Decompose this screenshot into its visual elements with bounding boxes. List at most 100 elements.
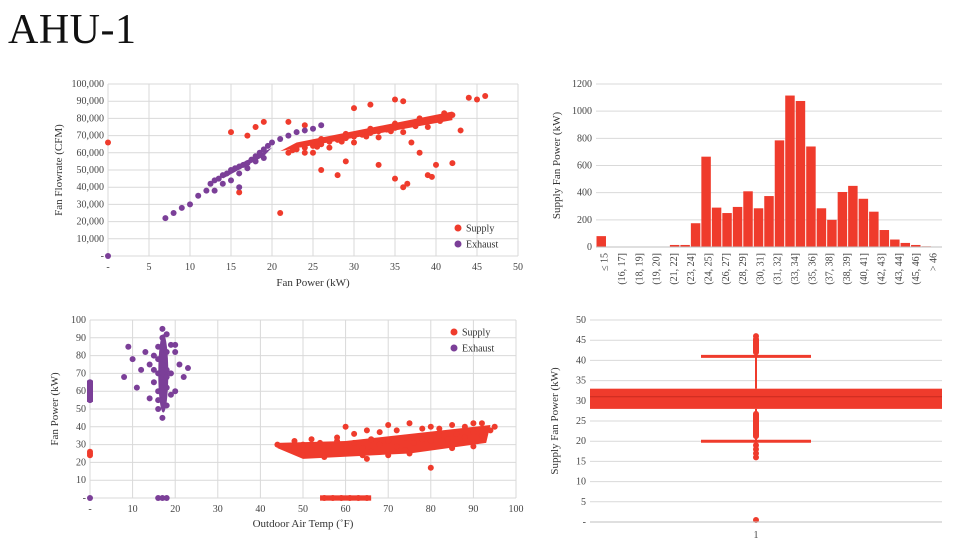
oat-chart-y-tick-label: 40 [76, 422, 86, 433]
oat-chart-supply-point [321, 495, 328, 501]
flow-chart-exhaust-point [269, 139, 275, 146]
oat-chart-exhaust-point [138, 366, 145, 373]
flow-chart-supply-point [351, 105, 357, 112]
oat-chart-x-axis-label: Outdoor Air Temp (˚F) [253, 518, 354, 530]
oat-chart-exhaust-point [163, 331, 170, 338]
flow-chart-supply-point [363, 133, 370, 140]
oat-chart-supply-point [325, 448, 332, 455]
oat-chart-supply-point [342, 450, 349, 457]
histogram-bar [732, 206, 743, 247]
flow-chart-supply-point [289, 147, 296, 154]
histogram-bar [900, 242, 911, 247]
box-plot-y-tick-label: 50 [576, 315, 586, 326]
oat-chart-legend-marker [450, 328, 458, 336]
box-plot-y-tick-label: 25 [576, 416, 586, 427]
oat-chart-exhaust-point [87, 391, 93, 398]
flow-chart-legend-marker [454, 240, 462, 248]
oat-chart-exhaust-point [155, 356, 162, 363]
oat-chart-exhaust-point [159, 414, 166, 421]
flow-chart-supply-point [342, 130, 349, 137]
oat-chart-exhaust-point [172, 388, 179, 395]
flow-chart-y-tick-label: 100,000 [72, 79, 105, 90]
histogram-y-tick-label: 1000 [572, 106, 592, 117]
histogram-bar [764, 196, 774, 247]
histogram-bar [869, 211, 879, 247]
flow-chart-supply-point [301, 122, 308, 129]
flow-chart-exhaust-point [260, 154, 267, 161]
oat-chart-supply-point [402, 446, 409, 453]
oat-chart-supply-point [436, 432, 443, 439]
oat-chart-supply-point [363, 495, 370, 501]
histogram-bar [690, 223, 701, 247]
oat-chart-exhaust-point [150, 366, 157, 373]
flow-chart-supply-point [326, 144, 333, 151]
oat-chart-exhaust-point [163, 384, 170, 391]
oat-chart-exhaust-point [129, 356, 136, 363]
flow-chart-exhaust-point [285, 132, 292, 139]
oat-chart-exhaust-point [159, 334, 166, 341]
oat-chart-supply-point [436, 425, 443, 432]
flow-chart-exhaust-point [244, 165, 251, 172]
flow-chart-supply-point [375, 161, 382, 168]
box-plot-upper-outlier-stack [753, 336, 759, 355]
histogram-x-tick-label: (35, 36] [807, 253, 818, 285]
oat-chart-supply-point [410, 439, 417, 446]
flow-chart-x-axis-label: Fan Power (kW) [276, 277, 350, 289]
histogram-x-tick-label: (30, 31] [755, 253, 766, 285]
flow-chart-supply-point [392, 120, 398, 127]
oat-chart-supply-point [478, 420, 485, 427]
flow-chart-supply-point [318, 136, 325, 143]
flow-chart-supply-point [334, 172, 341, 179]
flow-chart-x-tick-label: - [106, 262, 109, 273]
flow-chart-supply-point [105, 139, 111, 146]
box-plot-y-tick-label: - [583, 517, 586, 528]
oat-chart-exhaust-point [163, 349, 170, 356]
flow-chart-x-tick-label: 45 [472, 262, 482, 273]
histogram-x-tick-label: (31, 32] [773, 253, 784, 285]
flow-chart-supply-point [318, 167, 325, 173]
oat-chart-y-tick-label: 60 [76, 386, 86, 397]
oat-chart-supply-point [351, 439, 358, 446]
oat-chart-supply-point [291, 445, 298, 452]
oat-chart-exhaust-point [163, 373, 170, 380]
histogram-bar [669, 244, 680, 247]
flow-chart-exhaust-point [236, 170, 243, 177]
box-plot-x-tick-label: 1 [754, 530, 759, 541]
histogram-bar [858, 198, 869, 247]
histogram-y-tick-label: 200 [577, 215, 592, 226]
flow-chart-supply-point [457, 127, 464, 134]
flow-chart-supply-point [228, 129, 234, 136]
histogram-x-tick-label: (16, 17] [617, 253, 628, 285]
histogram-bar [774, 140, 785, 247]
flow-chart-supply-point [392, 175, 398, 182]
flow-chart-x-tick-label: 5 [147, 262, 152, 273]
flow-chart-supply-point [351, 139, 357, 146]
flow-chart-supply-point [285, 118, 292, 125]
oat-chart-x-tick-label: 90 [468, 504, 478, 515]
oat-chart-supply-point [334, 434, 341, 441]
oat-chart-supply-point [355, 495, 362, 501]
oat-chart-supply-point [300, 441, 306, 448]
flow-chart-supply-point [400, 129, 407, 136]
oat-chart-supply-point [300, 452, 306, 459]
oat-chart-supply-point [385, 422, 392, 429]
histogram-x-tick-label: (38, 39] [842, 253, 853, 285]
oat-chart-x-tick-label: 80 [426, 504, 436, 515]
flow-chart-exhaust-point [256, 149, 263, 156]
oat-chart-x-tick-label: 70 [383, 504, 393, 515]
oat-chart-y-tick-label: - [83, 493, 86, 504]
oat-chart-exhaust-point [167, 391, 174, 398]
histogram-x-tick-label: (37, 38] [825, 253, 836, 285]
flow-chart-supply-point [252, 124, 259, 130]
oat-chart-exhaust-point [163, 495, 170, 501]
flow-chart-supply-point [260, 118, 267, 125]
flow-chart-x-tick-label: 35 [390, 262, 400, 273]
oat-chart-exhaust-point [167, 341, 174, 348]
flow-chart-exhaust-point [105, 253, 111, 259]
histogram-x-tick-label: (42, 43] [876, 253, 887, 285]
oat-chart-exhaust-point [146, 395, 153, 402]
slide-title: AHU-1 [8, 7, 137, 53]
oat-chart-supply-point [385, 452, 392, 459]
flow-chart-supply-point [392, 124, 398, 131]
